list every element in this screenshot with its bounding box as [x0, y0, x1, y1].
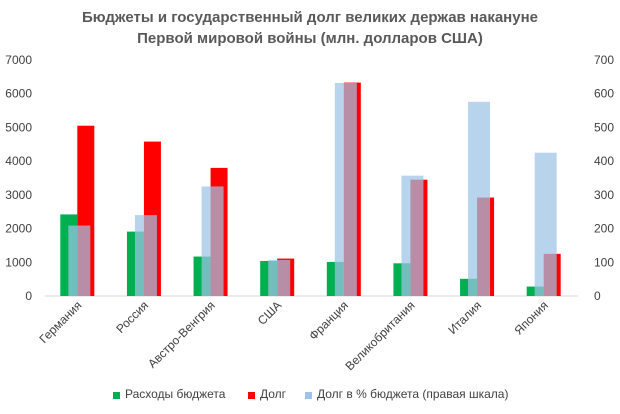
legend-swatch — [305, 392, 312, 399]
bar-debt-percent — [534, 152, 557, 296]
right-axis-tick-label: 700 — [594, 53, 614, 67]
category-label: Германия — [36, 298, 84, 346]
bar-debt-percent — [268, 259, 291, 296]
legend-swatch — [113, 392, 120, 399]
left-axis-tick-label: 7000 — [5, 53, 32, 67]
bar-debt-percent — [201, 186, 224, 296]
left-axis-tick-label: 3000 — [5, 188, 32, 202]
bar-debt-percent — [468, 101, 491, 296]
right-axis-tick-label: 600 — [594, 87, 614, 101]
left-axis-tick-label: 4000 — [5, 154, 32, 168]
bar-debt-percent — [134, 215, 157, 296]
legend-swatch — [248, 392, 255, 399]
right-axis-tick-label: 500 — [594, 120, 614, 134]
left-axis-tick-label: 0 — [25, 289, 32, 303]
plot-area: 0 1000 2000 3000 4000 5000 6000 7000 0 100 200 300 4… — [5, 53, 614, 373]
legend-label: Расходы бюджета — [125, 387, 226, 401]
category-label: Италия — [445, 298, 484, 337]
legend-label: Долг в % бюджета (правая шкала) — [317, 387, 508, 401]
right-axis-tick-label: 200 — [594, 222, 614, 236]
category-label: Великобритания — [342, 298, 417, 373]
category-label: Австро-Венгрия — [145, 298, 218, 371]
left-axis-tick-label: 1000 — [5, 255, 32, 269]
legend-label: Долг — [260, 387, 287, 401]
right-axis-tick-label: 0 — [594, 289, 601, 303]
legend: Расходы бюджета Долг Долг в % бюджета (пра… — [113, 387, 508, 401]
chart-title-line-1: Бюджеты и государственный долг великих д… — [82, 9, 538, 26]
right-axis-tick-label: 300 — [594, 188, 614, 202]
category-label: Россия — [113, 298, 151, 336]
left-axis-tick-label: 5000 — [5, 120, 32, 134]
left-axis-tick-label: 6000 — [5, 87, 32, 101]
right-axis-tick-label: 100 — [594, 255, 614, 269]
right-axis-tick-label: 400 — [594, 154, 614, 168]
bar-debt-percent — [334, 82, 357, 296]
left-axis-tick-label: 2000 — [5, 222, 32, 236]
bar-debt-percent — [68, 225, 91, 296]
category-label: Франция — [306, 298, 351, 343]
chart-title-line-2: Первой мировой войны (млн. долларов США) — [137, 30, 483, 47]
category-label: Япония — [511, 298, 550, 337]
category-label: США — [255, 298, 284, 327]
bar-debt-percent — [401, 175, 424, 296]
